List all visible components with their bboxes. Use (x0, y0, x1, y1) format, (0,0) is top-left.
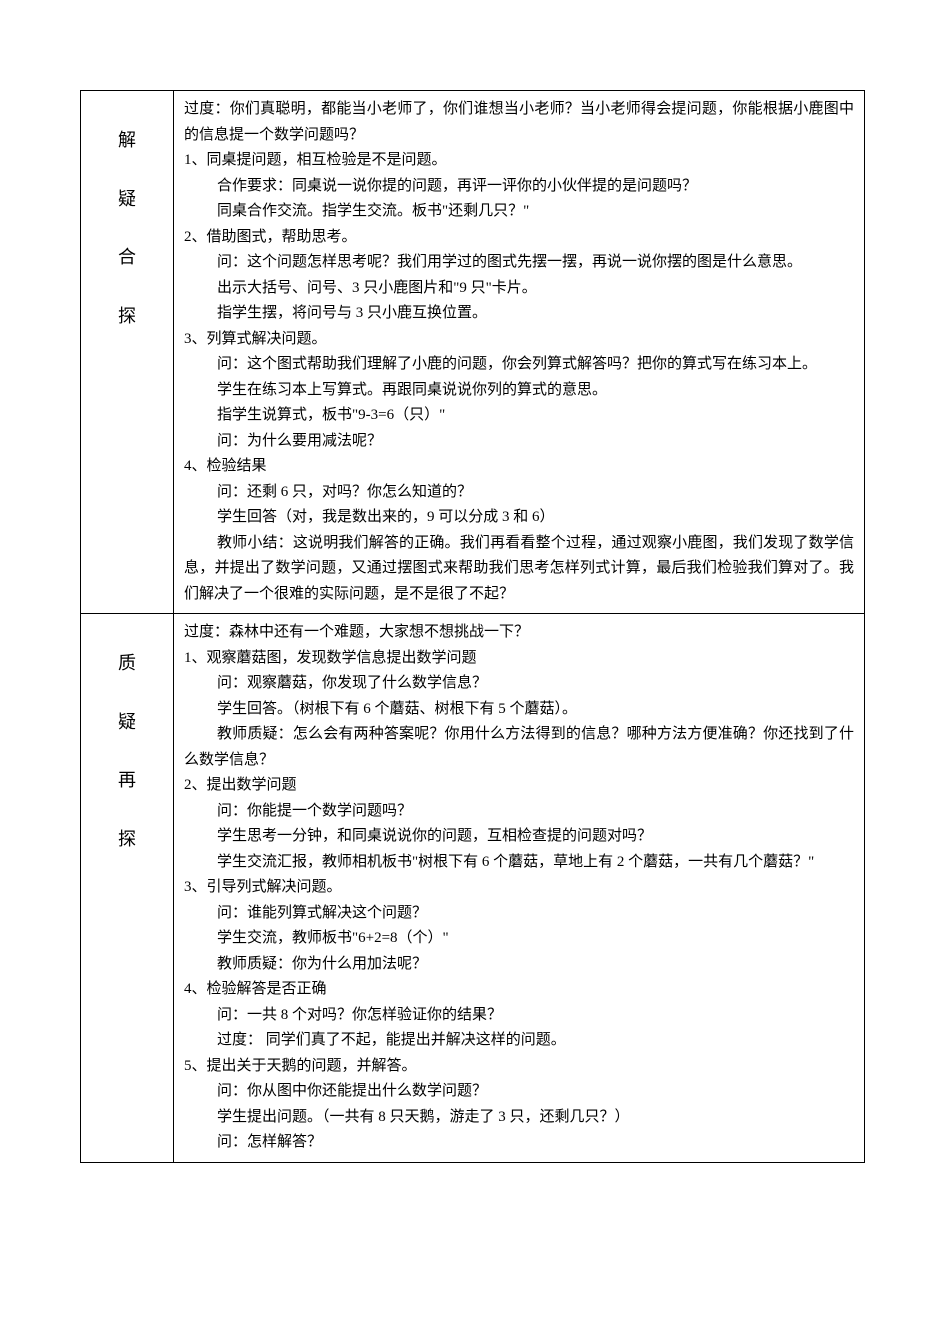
s1-item-3: 3、列算式解决问题。 (184, 327, 854, 353)
section1-label-cell: 解 疑 合 探 (81, 91, 174, 614)
row-section-2: 质 疑 再 探 过度：森林中还有一个难题，大家想不想挑战一下？ 1、观察蘑菇图，… (81, 614, 865, 1163)
s1-item-3-board: 指学生说算式，板书"9-3=6（只）" (184, 403, 854, 429)
s2-item-3-why: 教师质疑：你为什么用加法呢？ (184, 952, 854, 978)
s1-item-2-swap: 指学生摆，将问号与 3 只小鹿互换位置。 (184, 301, 854, 327)
page: 解 疑 合 探 过度：你们真聪明，都能当小老师了，你们谁想当小老师？当小老师得会… (0, 0, 945, 1333)
s1-item-2: 2、借助图式，帮助思考。 (184, 225, 854, 251)
s1-item-4-summary: 教师小结：这说明我们解答的正确。我们再看看整个过程，通过观察小鹿图，我们发现了数… (184, 531, 854, 608)
s1-item-1: 1、同桌提问题，相互检验是不是问题。 (184, 148, 854, 174)
s1-item-3-write: 学生在练习本上写算式。再跟同桌说说你列的算式的意思。 (184, 378, 854, 404)
s2-item-1-ans: 学生回答。（树根下有 6 个蘑菇、树根下有 5 个蘑菇）。 (184, 697, 854, 723)
s2-item-2: 2、提出数学问题 (184, 773, 854, 799)
row-section-1: 解 疑 合 探 过度：你们真聪明，都能当小老师了，你们谁想当小老师？当小老师得会… (81, 91, 865, 614)
s1-item-3-q: 问：这个图式帮助我们理解了小鹿的问题，你会列算式解答吗？把你的算式写在练习本上。 (184, 352, 854, 378)
s2-item-4: 4、检验解答是否正确 (184, 977, 854, 1003)
section2-label-char-4: 探 (91, 824, 163, 855)
s2-item-4-q: 问：一共 8 个对吗？你怎样验证你的结果？ (184, 1003, 854, 1029)
s2-item-3-board: 学生交流，教师板书"6+2=8（个）" (184, 926, 854, 952)
s1-item-4-q: 问：还剩 6 只，对吗？你怎么知道的？ (184, 480, 854, 506)
section1-label-char-4: 探 (91, 301, 163, 332)
section2-label-char-2: 疑 (91, 707, 163, 738)
section2-label-char-3: 再 (91, 765, 163, 796)
s2-item-1: 1、观察蘑菇图，发现数学信息提出数学问题 (184, 646, 854, 672)
section1-label-char-3: 合 (91, 242, 163, 273)
s1-item-2-show: 出示大括号、问号、3 只小鹿图片和"9 只"卡片。 (184, 276, 854, 302)
section2-content-cell: 过度：森林中还有一个难题，大家想不想挑战一下？ 1、观察蘑菇图，发现数学信息提出… (174, 614, 865, 1163)
section1-label-char-1: 解 (91, 125, 163, 156)
s2-item-2-report: 学生交流汇报，教师相机板书"树根下有 6 个蘑菇，草地上有 2 个蘑菇，一共有几… (184, 850, 854, 876)
s1-item-4-ans: 学生回答（对，我是数出来的，9 可以分成 3 和 6） (184, 505, 854, 531)
s2-item-3: 3、引导列式解决问题。 (184, 875, 854, 901)
s2-item-1-q: 问：观察蘑菇，你发现了什么数学信息？ (184, 671, 854, 697)
s1-transition: 过度：你们真聪明，都能当小老师了，你们谁想当小老师？当小老师得会提问题，你能根据… (184, 97, 854, 148)
s2-item-5-q: 问：你从图中你还能提出什么数学问题？ (184, 1079, 854, 1105)
s1-item-4: 4、检验结果 (184, 454, 854, 480)
s2-transition: 过度：森林中还有一个难题，大家想不想挑战一下？ (184, 620, 854, 646)
section2-label-cell: 质 疑 再 探 (81, 614, 174, 1163)
section1-label-char-2: 疑 (91, 184, 163, 215)
s2-item-5: 5、提出关于天鹅的问题，并解答。 (184, 1054, 854, 1080)
s2-item-5-solve: 问：怎样解答？ (184, 1130, 854, 1156)
section1-content-cell: 过度：你们真聪明，都能当小老师了，你们谁想当小老师？当小老师得会提问题，你能根据… (174, 91, 865, 614)
section2-label-char-1: 质 (91, 648, 163, 679)
lesson-plan-table: 解 疑 合 探 过度：你们真聪明，都能当小老师了，你们谁想当小老师？当小老师得会… (80, 90, 865, 1163)
s1-item-1-coop: 同桌合作交流。指学生交流。板书"还剩几只？" (184, 199, 854, 225)
s2-item-4-trans: 过度： 同学们真了不起，能提出并解决这样的问题。 (184, 1028, 854, 1054)
s2-item-2-q: 问：你能提一个数学问题吗？ (184, 799, 854, 825)
s1-item-2-q: 问：这个问题怎样思考呢？我们用学过的图式先摆一摆，再说一说你摆的图是什么意思。 (184, 250, 854, 276)
s1-item-1-req: 合作要求：同桌说一说你提的问题，再评一评你的小伙伴提的是问题吗？ (184, 174, 854, 200)
s2-item-1-doubt: 教师质疑：怎么会有两种答案呢？你用什么方法得到的信息？哪种方法方便准确？你还找到… (184, 722, 854, 773)
s1-item-3-why: 问：为什么要用减法呢？ (184, 429, 854, 455)
s2-item-3-q: 问：谁能列算式解决这个问题？ (184, 901, 854, 927)
s2-item-5-ans: 学生提出问题。（一共有 8 只天鹅，游走了 3 只，还剩几只？） (184, 1105, 854, 1131)
s2-item-2-think: 学生思考一分钟，和同桌说说你的问题，互相检查提的问题对吗？ (184, 824, 854, 850)
